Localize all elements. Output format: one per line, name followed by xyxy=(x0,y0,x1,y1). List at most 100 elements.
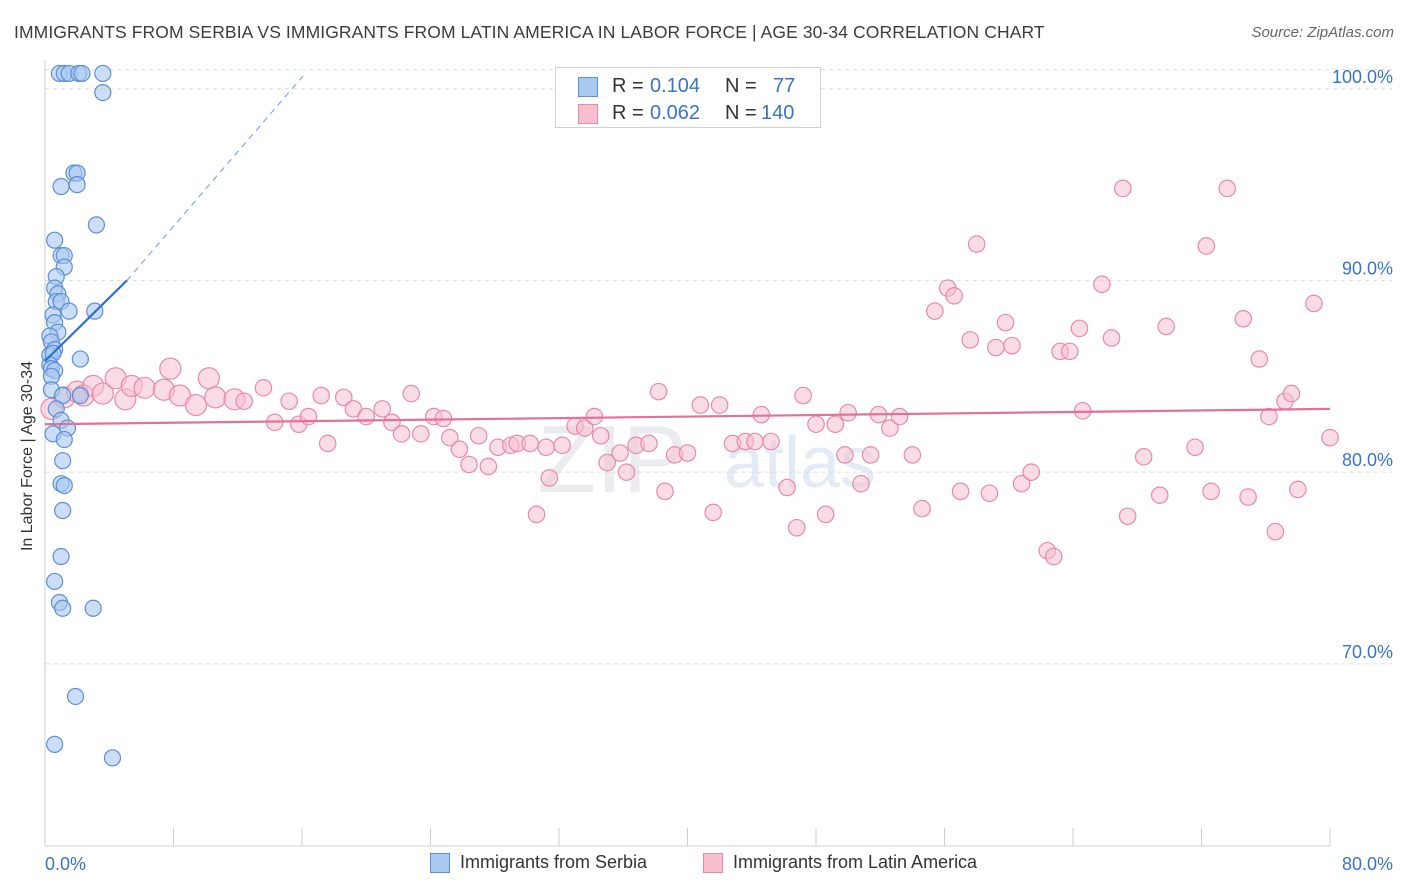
latin-america-point xyxy=(460,455,478,474)
serbia-point xyxy=(71,386,89,405)
serbia-point xyxy=(73,64,91,83)
serbia-point xyxy=(87,216,106,234)
latin-america-point xyxy=(691,396,710,414)
latin-america-point xyxy=(197,367,220,390)
latin-america-point xyxy=(926,302,944,320)
x-tick-label: 0.0% xyxy=(45,854,86,874)
serbia-trend-extension xyxy=(126,73,306,281)
latin-america-point xyxy=(1118,507,1137,526)
serbia-point xyxy=(60,302,78,320)
latin-america-point xyxy=(392,425,411,443)
latin-america-point xyxy=(540,469,559,487)
latin-america-point xyxy=(598,453,616,472)
latin-america-point xyxy=(254,379,273,397)
r-label: R = xyxy=(612,102,644,124)
serbia-point xyxy=(103,749,122,767)
serbia-point xyxy=(66,687,85,706)
x-tick-labels: 0.0% 80.0% xyxy=(45,854,1393,874)
latin-america-point xyxy=(334,388,353,407)
latin-america-point xyxy=(710,396,729,414)
r-value: 0.104 xyxy=(650,75,701,97)
latin-america-point xyxy=(521,434,539,453)
latin-america-point xyxy=(1282,384,1301,403)
latin-america-point xyxy=(839,403,857,422)
latin-america-point xyxy=(159,357,182,380)
latin-america-trend-line xyxy=(44,407,1331,426)
latin-america-swatch xyxy=(703,853,723,873)
trend-lines xyxy=(44,73,1331,426)
latin-america-point xyxy=(967,235,986,253)
y-tick-labels: 70.0% 80.0% 90.0% 100.0% xyxy=(1332,67,1393,662)
latin-america-point xyxy=(402,384,421,403)
latin-america-point xyxy=(852,474,870,493)
y-axis-title: In Labor Force | Age 30-34 xyxy=(19,360,36,552)
latin-america-point xyxy=(318,434,337,453)
latin-america-point xyxy=(913,499,931,518)
y-tick-label: 100.0% xyxy=(1332,67,1393,87)
latin-america-point xyxy=(440,428,459,447)
serbia-point xyxy=(84,599,102,617)
latin-america-point xyxy=(778,478,796,497)
y-tick-label: 80.0% xyxy=(1342,450,1393,470)
latin-america-point xyxy=(1186,438,1204,457)
latin-america-point xyxy=(357,407,376,426)
serbia-point xyxy=(52,177,70,196)
latin-america-point xyxy=(299,407,318,426)
n-label: N = xyxy=(725,75,757,97)
serbia-point xyxy=(54,501,72,520)
latin-america-point xyxy=(649,382,668,401)
latin-america-point xyxy=(527,505,546,524)
latin-america-point xyxy=(987,338,1005,357)
serbia-point xyxy=(71,350,89,368)
latin-america-point xyxy=(1202,482,1220,501)
latin-america-point xyxy=(184,393,208,417)
legend-label: Immigrants from Serbia xyxy=(460,852,648,872)
latin-america-point xyxy=(280,392,298,411)
n-value: 140 xyxy=(761,102,795,124)
source-credit: Source: ZipAtlas.com xyxy=(1251,24,1394,41)
latin-america-point xyxy=(611,444,629,462)
latin-america-point xyxy=(344,400,363,418)
latin-america-point xyxy=(1150,486,1169,504)
latin-america-point xyxy=(133,376,156,399)
latin-america-point xyxy=(640,434,658,453)
y-tick-label: 90.0% xyxy=(1342,258,1393,278)
latin-america-point xyxy=(312,386,331,405)
serbia-point xyxy=(68,176,86,194)
latin-america-point xyxy=(746,432,764,451)
serbia-point xyxy=(46,572,64,591)
n-value: 77 xyxy=(773,75,796,97)
latin-america-point xyxy=(1239,488,1257,506)
latin-america-point xyxy=(787,518,806,537)
latin-america-point xyxy=(1012,474,1031,493)
latin-america-point xyxy=(951,482,970,501)
serbia-point xyxy=(54,599,72,617)
latin-america-point xyxy=(469,426,488,445)
latin-america-point xyxy=(678,444,697,462)
latin-america-point xyxy=(836,446,854,464)
latin-america-point xyxy=(794,386,812,405)
legend-label: Immigrants from Latin America xyxy=(733,852,978,872)
latin-america-point xyxy=(826,415,845,434)
latin-america-point xyxy=(807,415,825,434)
y-tick-label: 70.0% xyxy=(1342,642,1393,662)
latin-america-point xyxy=(373,400,392,418)
serbia-swatch xyxy=(430,853,450,873)
latin-america-point xyxy=(204,386,227,409)
latin-america-point xyxy=(617,463,636,481)
latin-america-point xyxy=(1093,275,1111,294)
latin-america-point xyxy=(412,425,430,443)
latin-america-point xyxy=(1157,317,1175,336)
latin-america-point xyxy=(1022,463,1041,481)
serbia-point xyxy=(55,476,73,495)
latin-america-point xyxy=(1321,428,1339,447)
latin-america-point xyxy=(996,313,1015,332)
latin-america-point xyxy=(1234,310,1253,328)
latin-america-point xyxy=(1266,522,1285,541)
latin-america-point xyxy=(1289,480,1307,499)
latin-america-point xyxy=(1044,547,1063,566)
latin-america-point xyxy=(861,446,880,464)
n-label: N = xyxy=(725,102,757,124)
x-tick-label: 80.0% xyxy=(1342,854,1393,874)
